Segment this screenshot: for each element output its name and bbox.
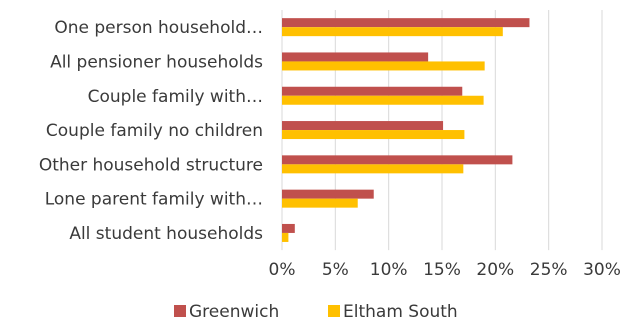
bar-eltham-south bbox=[282, 95, 484, 105]
bar-eltham-south bbox=[282, 198, 358, 208]
legend-label: Greenwich bbox=[189, 302, 279, 322]
bar-greenwich bbox=[282, 189, 374, 199]
category-label: Couple family with… bbox=[88, 87, 263, 107]
x-tick-label: 0% bbox=[269, 260, 296, 280]
x-tick-label: 15% bbox=[423, 260, 461, 280]
category-label: Couple family no children bbox=[46, 121, 263, 141]
category-label: Other household structure bbox=[39, 155, 263, 175]
bar-eltham-south bbox=[282, 61, 485, 71]
bar-greenwich bbox=[282, 223, 295, 233]
category-label: All pensioner households bbox=[50, 52, 263, 72]
x-tick-label: 10% bbox=[370, 260, 408, 280]
x-tick-label: 5% bbox=[322, 260, 349, 280]
bar-eltham-south bbox=[282, 164, 464, 174]
bar-greenwich bbox=[282, 18, 530, 28]
category-label: One person household… bbox=[54, 18, 263, 38]
bars bbox=[282, 18, 530, 242]
x-axis-tick-labels: 0% 5% 10% 15% 20% 25% 30% bbox=[269, 260, 621, 280]
x-tick-label: 25% bbox=[530, 260, 568, 280]
x-tick-label: 20% bbox=[476, 260, 514, 280]
bar-eltham-south bbox=[282, 27, 503, 37]
bar-eltham-south bbox=[282, 232, 289, 242]
legend-swatch bbox=[174, 305, 186, 317]
bar-greenwich bbox=[282, 52, 429, 62]
category-label: Lone parent family with… bbox=[45, 190, 263, 210]
x-tick-label: 30% bbox=[583, 260, 621, 280]
category-label: All student households bbox=[69, 224, 263, 244]
bar-greenwich bbox=[282, 155, 513, 165]
bar-greenwich bbox=[282, 86, 463, 96]
legend-label: Eltham South bbox=[343, 302, 458, 322]
legend: Greenwich Eltham South bbox=[174, 302, 458, 322]
legend-swatch bbox=[328, 305, 340, 317]
bar-eltham-south bbox=[282, 130, 465, 140]
bar-greenwich bbox=[282, 121, 444, 131]
category-labels: One person household… All pensioner house… bbox=[39, 18, 263, 244]
